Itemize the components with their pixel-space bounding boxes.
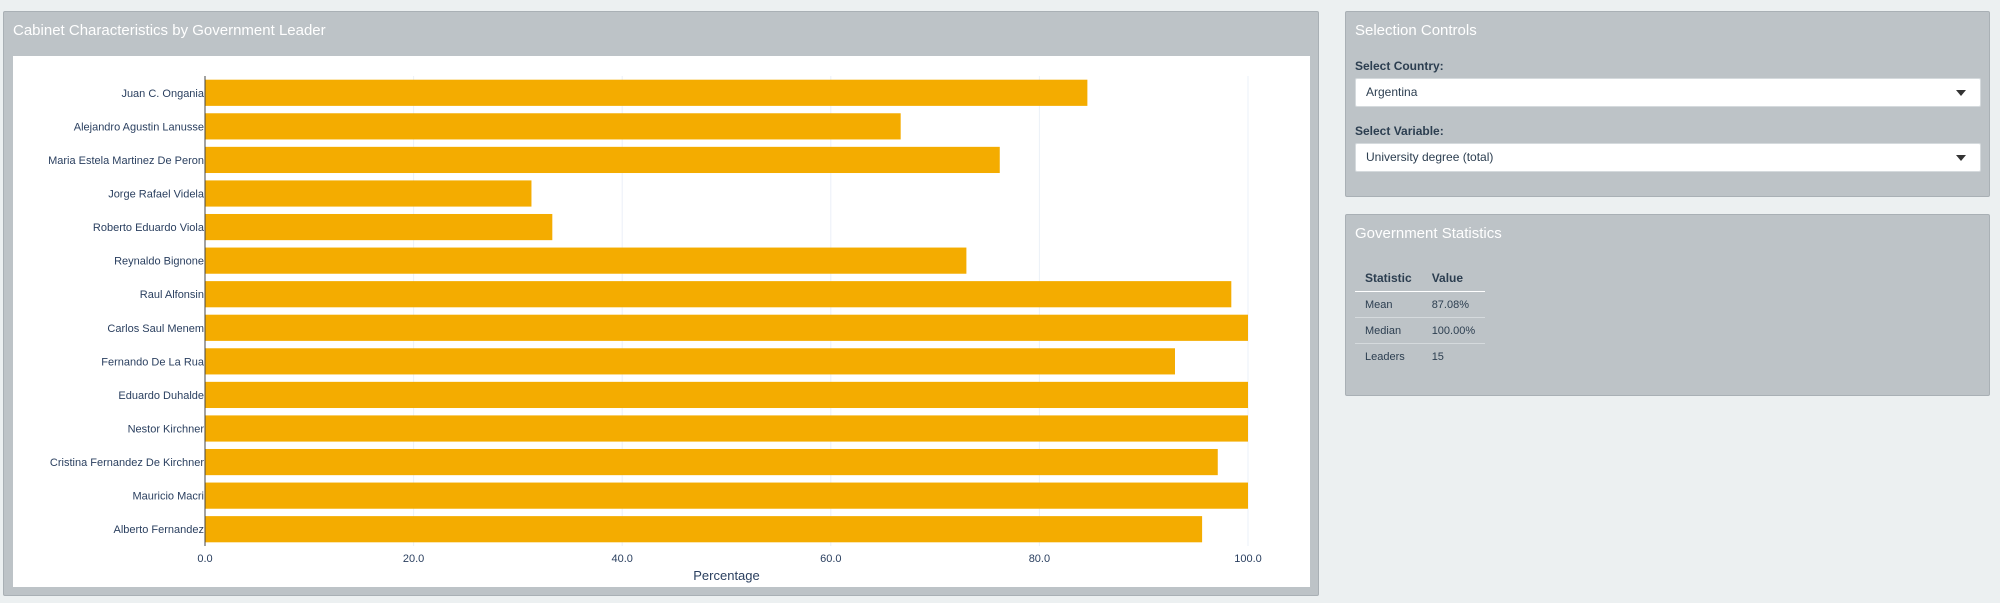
statistics-table: Statistic Value Mean 87.08% Median 100.0… — [1355, 265, 1486, 370]
controls-panel-title: Selection Controls — [1355, 22, 1477, 39]
category-label: Fernando De La Rua — [101, 356, 205, 368]
bar[interactable] — [205, 381, 1248, 409]
category-label: Eduardo Duhalde — [118, 390, 204, 402]
bar[interactable] — [205, 146, 1000, 174]
bar[interactable] — [205, 415, 1248, 442]
x-axis-title: Percentage — [693, 568, 760, 583]
bar[interactable] — [205, 348, 1175, 375]
bar[interactable] — [205, 448, 1218, 476]
column-header-statistic: Statistic — [1355, 265, 1422, 292]
chart-panel-title: Cabinet Characteristics by Government Le… — [13, 22, 326, 39]
country-label: Select Country: — [1355, 59, 1444, 73]
x-tick-label: 80.0 — [1029, 553, 1050, 565]
chart-panel: Cabinet Characteristics by Government Le… — [3, 11, 1319, 596]
category-label: Jorge Rafael Videla — [108, 189, 205, 201]
bar[interactable] — [205, 113, 901, 140]
category-label: Juan C. Ongania — [121, 88, 204, 100]
column-header-value: Value — [1421, 265, 1486, 292]
value-cell: 100.00% — [1421, 317, 1486, 344]
bar[interactable] — [205, 213, 553, 241]
category-label: Carlos Saul Menem — [107, 323, 204, 335]
country-select-value: Argentina — [1366, 85, 1418, 99]
category-label: Maria Estela Martinez De Peron — [48, 155, 204, 167]
chevron-down-icon — [1956, 90, 1966, 96]
category-label: Alberto Fernandez — [114, 524, 205, 536]
category-label: Reynaldo Bignone — [114, 256, 204, 268]
category-label: Nestor Kirchner — [128, 424, 205, 436]
x-tick-label: 40.0 — [611, 553, 632, 565]
table-row: Median 100.00% — [1355, 317, 1486, 344]
statistic-cell: Median — [1355, 317, 1422, 344]
category-label: Roberto Eduardo Viola — [93, 222, 205, 234]
bar[interactable] — [205, 79, 1088, 106]
bar-chart: Juan C. Ongania Alejandro Agustin Lanusse… — [48, 76, 1262, 583]
bar[interactable] — [205, 516, 1203, 543]
bar[interactable] — [205, 314, 1248, 341]
bar[interactable] — [205, 482, 1248, 509]
statistic-cell: Mean — [1355, 291, 1422, 318]
chart-area: Juan C. Ongania Alejandro Agustin Lanusse… — [13, 56, 1310, 587]
table-header-row: Statistic Value — [1355, 265, 1486, 292]
value-cell: 87.08% — [1421, 291, 1486, 318]
bar[interactable] — [205, 247, 967, 274]
x-tick-label: 100.0 — [1234, 553, 1262, 565]
country-select[interactable]: Argentina — [1355, 78, 1981, 107]
x-tick-label: 20.0 — [403, 553, 424, 565]
value-cell: 15 — [1431, 351, 1444, 363]
selection-controls-panel: Selection Controls Select Country: Argen… — [1345, 11, 1990, 197]
category-label: Raul Alfonsin — [140, 289, 204, 301]
bar[interactable] — [205, 281, 1232, 308]
category-label: Cristina Fernandez De Kirchner — [50, 457, 204, 469]
variable-label: Select Variable: — [1355, 124, 1444, 138]
chevron-down-icon — [1956, 155, 1966, 161]
category-label: Alejandro Agustin Lanusse — [74, 121, 204, 133]
x-tick-label: 0.0 — [197, 553, 212, 565]
variable-select[interactable]: University degree (total) — [1355, 143, 1981, 172]
table-row: Leaders 15 — [1355, 344, 1485, 370]
bar[interactable] — [205, 180, 532, 207]
category-label: Mauricio Macri — [132, 491, 204, 503]
statistic-cell: Leaders — [1365, 351, 1405, 363]
table-row: Mean 87.08% — [1355, 291, 1486, 318]
government-statistics-panel: Government Statistics Statistic Value Me… — [1345, 214, 1990, 396]
variable-select-value: University degree (total) — [1366, 150, 1494, 164]
stats-panel-title: Government Statistics — [1355, 225, 1502, 242]
x-tick-label: 60.0 — [820, 553, 841, 565]
